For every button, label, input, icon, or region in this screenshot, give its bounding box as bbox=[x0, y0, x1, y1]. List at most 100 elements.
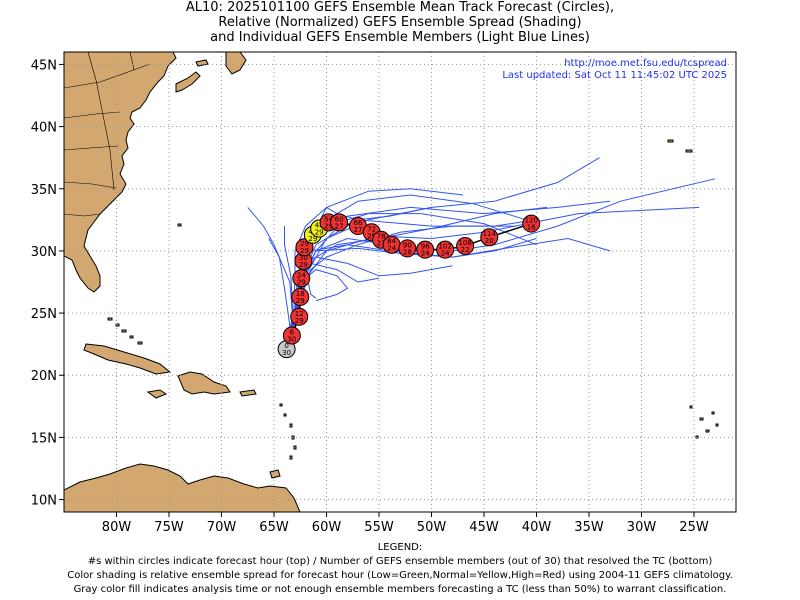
trinidad-land bbox=[269, 469, 281, 479]
north-america-land bbox=[64, 52, 177, 293]
ocean-background bbox=[64, 52, 736, 512]
forecast-circle bbox=[290, 307, 309, 326]
forecast-hour-label: 18 bbox=[296, 290, 305, 298]
member-count-label: 20 bbox=[485, 237, 494, 245]
cuba-land bbox=[83, 343, 172, 375]
forecast-hour-label: 6 bbox=[290, 328, 295, 336]
forecast-hour-label: 66 bbox=[354, 219, 363, 227]
x-tick-label: 40W bbox=[522, 520, 552, 535]
member-count-label: 28 bbox=[403, 248, 412, 256]
x-tick-label: 25W bbox=[679, 520, 709, 535]
forecast-hour-label: 96 bbox=[421, 243, 430, 251]
x-tick-label: 35W bbox=[574, 520, 604, 535]
forecast-hour-label: 120 bbox=[525, 217, 538, 225]
forecast-circles: 0306301229182924293029292942294829542960… bbox=[277, 213, 541, 359]
member-count-label: 24 bbox=[421, 250, 430, 258]
forecast-circle bbox=[522, 214, 541, 233]
member-count-label: 24 bbox=[387, 245, 396, 253]
forecast-hour-label: 102 bbox=[438, 243, 451, 251]
forecast-hour-label: 30 bbox=[299, 254, 308, 262]
bahamas-islands bbox=[107, 317, 143, 345]
forecast-hour-label: 0 bbox=[284, 342, 288, 350]
nova-scotia-land bbox=[175, 71, 201, 93]
azores-islands bbox=[667, 139, 693, 153]
forecast-circle bbox=[282, 326, 301, 345]
member-count-label: 29 bbox=[324, 222, 333, 230]
chart-title-line-3: and Individual GEFS Ensemble Members (Li… bbox=[210, 30, 590, 45]
forecast-hour-label: 54 bbox=[324, 215, 333, 223]
forecast-hour-label: 60 bbox=[335, 215, 344, 223]
chart-title-line-1: AL10: 2025101100 GEFS Ensemble Mean Trac… bbox=[185, 0, 615, 15]
member-count-label: 27 bbox=[335, 222, 344, 230]
forecast-hour-label: 12 bbox=[295, 310, 304, 318]
member-count-label: 27 bbox=[377, 240, 386, 248]
y-tick-label: 25N bbox=[31, 307, 57, 322]
source-url: http://moe.met.fsu.edu/tcspread bbox=[564, 58, 727, 69]
member-count-label: 24 bbox=[441, 250, 450, 258]
member-count-label: 29 bbox=[296, 297, 305, 305]
member-count-label: 25 bbox=[367, 232, 376, 240]
legend-line-2: Color shading is relative ensemble sprea… bbox=[67, 570, 733, 581]
forecast-circle bbox=[456, 236, 475, 255]
forecast-circle bbox=[436, 240, 455, 259]
forecast-hour-label: 84 bbox=[387, 238, 396, 246]
x-tick-label: 60W bbox=[312, 520, 342, 535]
plot-frame bbox=[63, 51, 737, 513]
forecast-circle bbox=[291, 287, 310, 306]
member-count-label: 29 bbox=[300, 247, 309, 255]
forecast-hour-label: 108 bbox=[458, 239, 471, 247]
y-tick-label: 45N bbox=[31, 58, 57, 73]
member-count-label: 29 bbox=[308, 235, 317, 243]
member-track-17 bbox=[284, 226, 294, 350]
member-count-label: 30 bbox=[287, 335, 296, 343]
state-boundaries bbox=[64, 52, 151, 217]
jamaica-land bbox=[146, 389, 168, 399]
x-tick-label: 30W bbox=[627, 520, 657, 535]
y-tick-label: 10N bbox=[31, 494, 57, 509]
chart-title-line-2: Relative (Normalized) GEFS Ensemble Spre… bbox=[218, 15, 582, 30]
legend-heading: LEGEND: bbox=[377, 542, 423, 553]
forecast-circle bbox=[295, 238, 314, 257]
bermuda-island bbox=[177, 223, 182, 227]
legend-line-3: Gray color fill indicates analysis time … bbox=[73, 584, 727, 595]
member-count-label: 27 bbox=[354, 226, 363, 234]
puerto-rico-land bbox=[239, 389, 257, 397]
x-tick-label: 75W bbox=[154, 520, 184, 535]
x-tick-label: 80W bbox=[102, 520, 132, 535]
y-tick-label: 15N bbox=[31, 431, 57, 446]
forecast-hour-label: 29 bbox=[300, 240, 309, 248]
forecast-hour-label: 72 bbox=[367, 225, 376, 233]
last-updated: Last updated: Sat Oct 11 11:45:02 UTC 20… bbox=[502, 70, 727, 81]
y-tick-label: 40N bbox=[31, 121, 57, 136]
forecast-circle bbox=[480, 228, 499, 247]
member-count-label: 30 bbox=[282, 349, 291, 357]
forecast-hour-label: 114 bbox=[483, 230, 497, 238]
member-track-9 bbox=[286, 269, 349, 350]
x-tick-label: 55W bbox=[364, 520, 394, 535]
forecast-circle bbox=[398, 239, 417, 258]
forecast-circle bbox=[330, 213, 349, 232]
forecast-hour-label: 78 bbox=[377, 233, 386, 241]
forecast-hour-label: 90 bbox=[403, 241, 412, 249]
member-count-label: 29 bbox=[295, 317, 304, 325]
hispaniola-land bbox=[177, 371, 231, 395]
gridlines bbox=[64, 52, 736, 512]
member-count-label: 29 bbox=[297, 278, 306, 286]
member-count-label: 29 bbox=[315, 229, 324, 237]
x-tick-label: 65W bbox=[259, 520, 289, 535]
member-track-16 bbox=[247, 207, 294, 350]
forecast-hour-label: 48 bbox=[315, 222, 324, 230]
member-count-label: 29 bbox=[299, 261, 308, 269]
forecast-hour-label: 24 bbox=[297, 271, 306, 279]
